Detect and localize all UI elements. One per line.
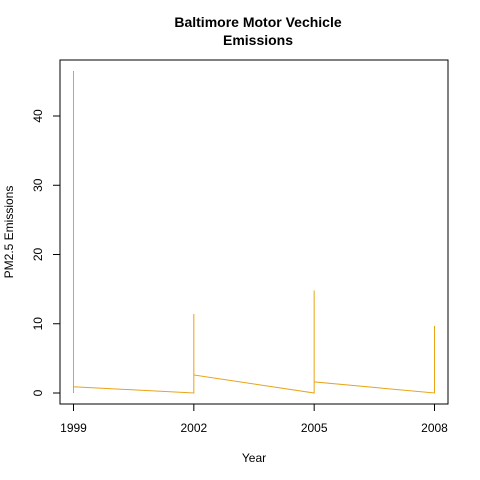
series-line — [73, 71, 435, 394]
y-tick-label: 40 — [31, 109, 45, 123]
y-axis-label: PM2.5 Emissions — [2, 186, 16, 279]
y-tick-label: 0 — [31, 389, 45, 396]
series-layer — [73, 71, 435, 394]
x-tick-label: 1999 — [60, 421, 87, 435]
x-tick-label: 2002 — [180, 421, 207, 435]
chart-title-line-2: Emissions — [223, 32, 293, 48]
x-axis-label: Year — [242, 451, 266, 465]
chart-title-line-1: Baltimore Motor Vechicle — [174, 14, 341, 30]
plot-frame — [59, 59, 449, 405]
y-tick-label: 20 — [31, 248, 45, 262]
x-tick-label: 2005 — [301, 421, 328, 435]
y-axis: 0 10 20 30 40 — [31, 109, 61, 396]
y-tick-label: 30 — [31, 178, 45, 192]
y-tick-label: 10 — [31, 317, 45, 331]
x-tick-label: 2008 — [421, 421, 448, 435]
x-axis: 1999 2002 2005 2008 — [60, 403, 448, 435]
